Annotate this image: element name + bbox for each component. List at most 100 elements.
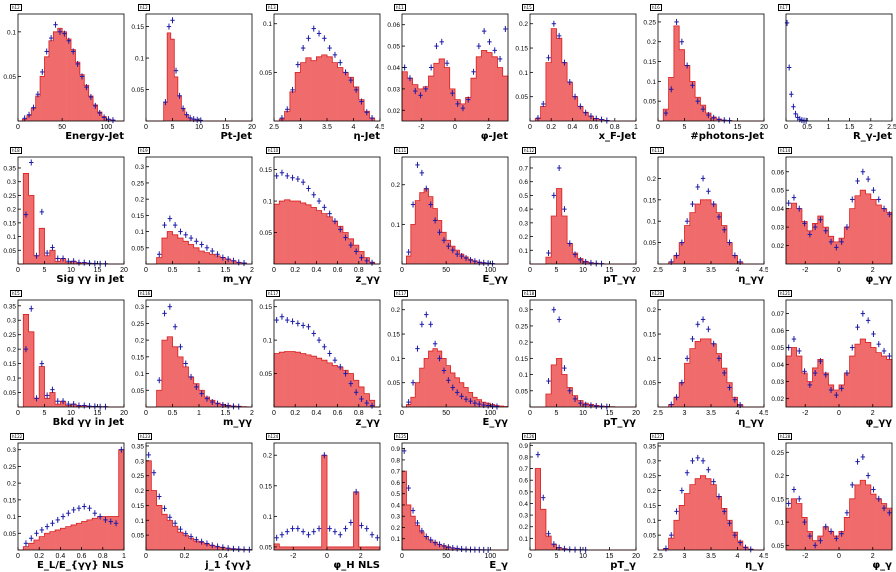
histogram-bar xyxy=(545,257,552,264)
data-point xyxy=(472,400,478,407)
x-tick-label: 1 xyxy=(378,410,382,417)
data-point xyxy=(279,313,285,320)
data-point xyxy=(322,343,327,350)
data-point xyxy=(322,35,327,42)
histogram-bar xyxy=(695,341,701,407)
histogram-h14: h114 -2 0 2 0.02 0.03 0.04 0.05 0.06 φ_γγ xyxy=(768,143,896,286)
y-tick-label: 0.6 xyxy=(519,478,528,485)
data-point xyxy=(369,402,375,409)
histogram-title: h121 xyxy=(778,290,793,297)
data-point xyxy=(290,318,295,325)
y-tick-label: 0.2 xyxy=(7,481,16,488)
data-point xyxy=(871,187,876,194)
histogram-title: h128 xyxy=(778,433,793,440)
data-point xyxy=(567,546,572,553)
data-point xyxy=(503,25,508,32)
x-tick-label: 0 xyxy=(144,410,148,417)
x-tick-label: 100 xyxy=(484,553,496,560)
histogram-bar xyxy=(679,505,685,550)
histogram-bar xyxy=(726,242,733,264)
histogram-bar xyxy=(486,52,493,121)
histogram-bar xyxy=(415,200,420,264)
data-point xyxy=(855,458,860,465)
data-point xyxy=(93,102,98,109)
histogram-bar xyxy=(424,536,429,550)
histogram-bar xyxy=(583,112,589,121)
histogram-svg: 2.5 3 3.5 4 4.5 0.05 0.1 0.15 0.2 xyxy=(643,156,768,274)
y-tick-label: 0.05 xyxy=(131,533,144,540)
data-point xyxy=(285,317,290,324)
data-point xyxy=(669,532,674,539)
histogram-bar xyxy=(364,111,370,121)
data-point xyxy=(199,390,204,397)
y-tick-label: 0.05 xyxy=(643,240,656,247)
x-tick-label: 15 xyxy=(606,410,614,417)
x-tick-label: 0 xyxy=(837,410,841,417)
y-tick-label: 0.2 xyxy=(647,176,656,183)
histogram-bar xyxy=(828,384,834,407)
x-tick-label: 15 xyxy=(94,267,102,274)
y-tick-label: 0.25 xyxy=(3,193,16,200)
histogram-bar xyxy=(76,523,82,550)
data-point xyxy=(881,205,887,212)
histogram-bar xyxy=(497,67,503,121)
x-tick-label: 10 xyxy=(67,267,75,274)
histogram-bar xyxy=(545,62,552,121)
histogram-bar xyxy=(279,546,285,550)
histogram-bar xyxy=(470,78,477,121)
y-tick-label: 0.4 xyxy=(391,502,400,509)
y-tick-label: 0.25 xyxy=(131,473,144,480)
y-tick-label: 0.3 xyxy=(7,318,16,325)
histogram-bar xyxy=(31,108,36,121)
histogram-bar xyxy=(446,365,451,407)
data-point xyxy=(285,106,290,113)
histogram-bar xyxy=(849,356,856,407)
x-tick-label: 0 xyxy=(528,410,532,417)
histogram-bar xyxy=(289,351,296,407)
histogram-h19: h118 0 5 10 15 20 0.05 0.1 0.15 0.2 0.25 0.3 pT_γγ xyxy=(512,286,640,429)
histogram-bar xyxy=(695,478,701,550)
histogram-bar xyxy=(86,519,93,550)
histogram-bar xyxy=(839,531,845,550)
histogram-h12: h112 0 5 10 15 20 0.1 0.2 0.3 0.4 0.5 0.6 0.7 pT_γγ xyxy=(512,143,640,286)
data-point xyxy=(784,19,790,26)
histogram-title: h116 xyxy=(138,290,153,297)
x-tick-label: 2 xyxy=(871,267,875,274)
data-point xyxy=(55,398,60,405)
data-point xyxy=(727,520,732,527)
data-point xyxy=(812,542,818,549)
histogram-bar xyxy=(156,257,163,264)
y-tick-label: 0.15 xyxy=(3,220,16,227)
data-point xyxy=(204,244,210,251)
plot-frame xyxy=(145,13,253,122)
y-tick-label: 0.5 xyxy=(519,489,528,496)
histogram-bar xyxy=(33,398,40,407)
histogram-svg: -2 0 2 0.02 0.03 0.04 0.05 0.06 xyxy=(387,13,509,131)
data-point xyxy=(82,503,87,510)
histogram-bar xyxy=(881,208,887,264)
plot-frame xyxy=(273,299,381,408)
data-point xyxy=(732,532,738,539)
x-tick-label: 0.4 xyxy=(312,410,322,417)
data-point xyxy=(855,177,860,184)
data-point xyxy=(551,192,557,199)
histogram-bar xyxy=(437,220,443,264)
x-tick-label: 3.5 xyxy=(706,410,716,417)
histogram-bar xyxy=(79,74,85,121)
histogram-title: h127 xyxy=(650,433,665,440)
histogram-bar xyxy=(33,255,40,264)
y-tick-label: 0.35 xyxy=(3,303,16,310)
histogram-bar xyxy=(321,455,328,550)
data-point xyxy=(437,355,442,362)
data-point xyxy=(684,62,690,69)
y-tick-label: 0.05 xyxy=(771,188,784,195)
data-point xyxy=(572,251,578,258)
data-point xyxy=(786,64,792,71)
histogram-bar xyxy=(849,208,856,264)
data-point xyxy=(700,175,706,182)
histogram-svg: 0 5 10 15 20 0.05 0.1 0.15 0.2 0.25 0.3 xyxy=(515,299,640,417)
histogram-bar xyxy=(183,366,189,407)
histogram-bar xyxy=(870,199,877,264)
data-point xyxy=(364,257,369,264)
data-point xyxy=(695,321,700,328)
